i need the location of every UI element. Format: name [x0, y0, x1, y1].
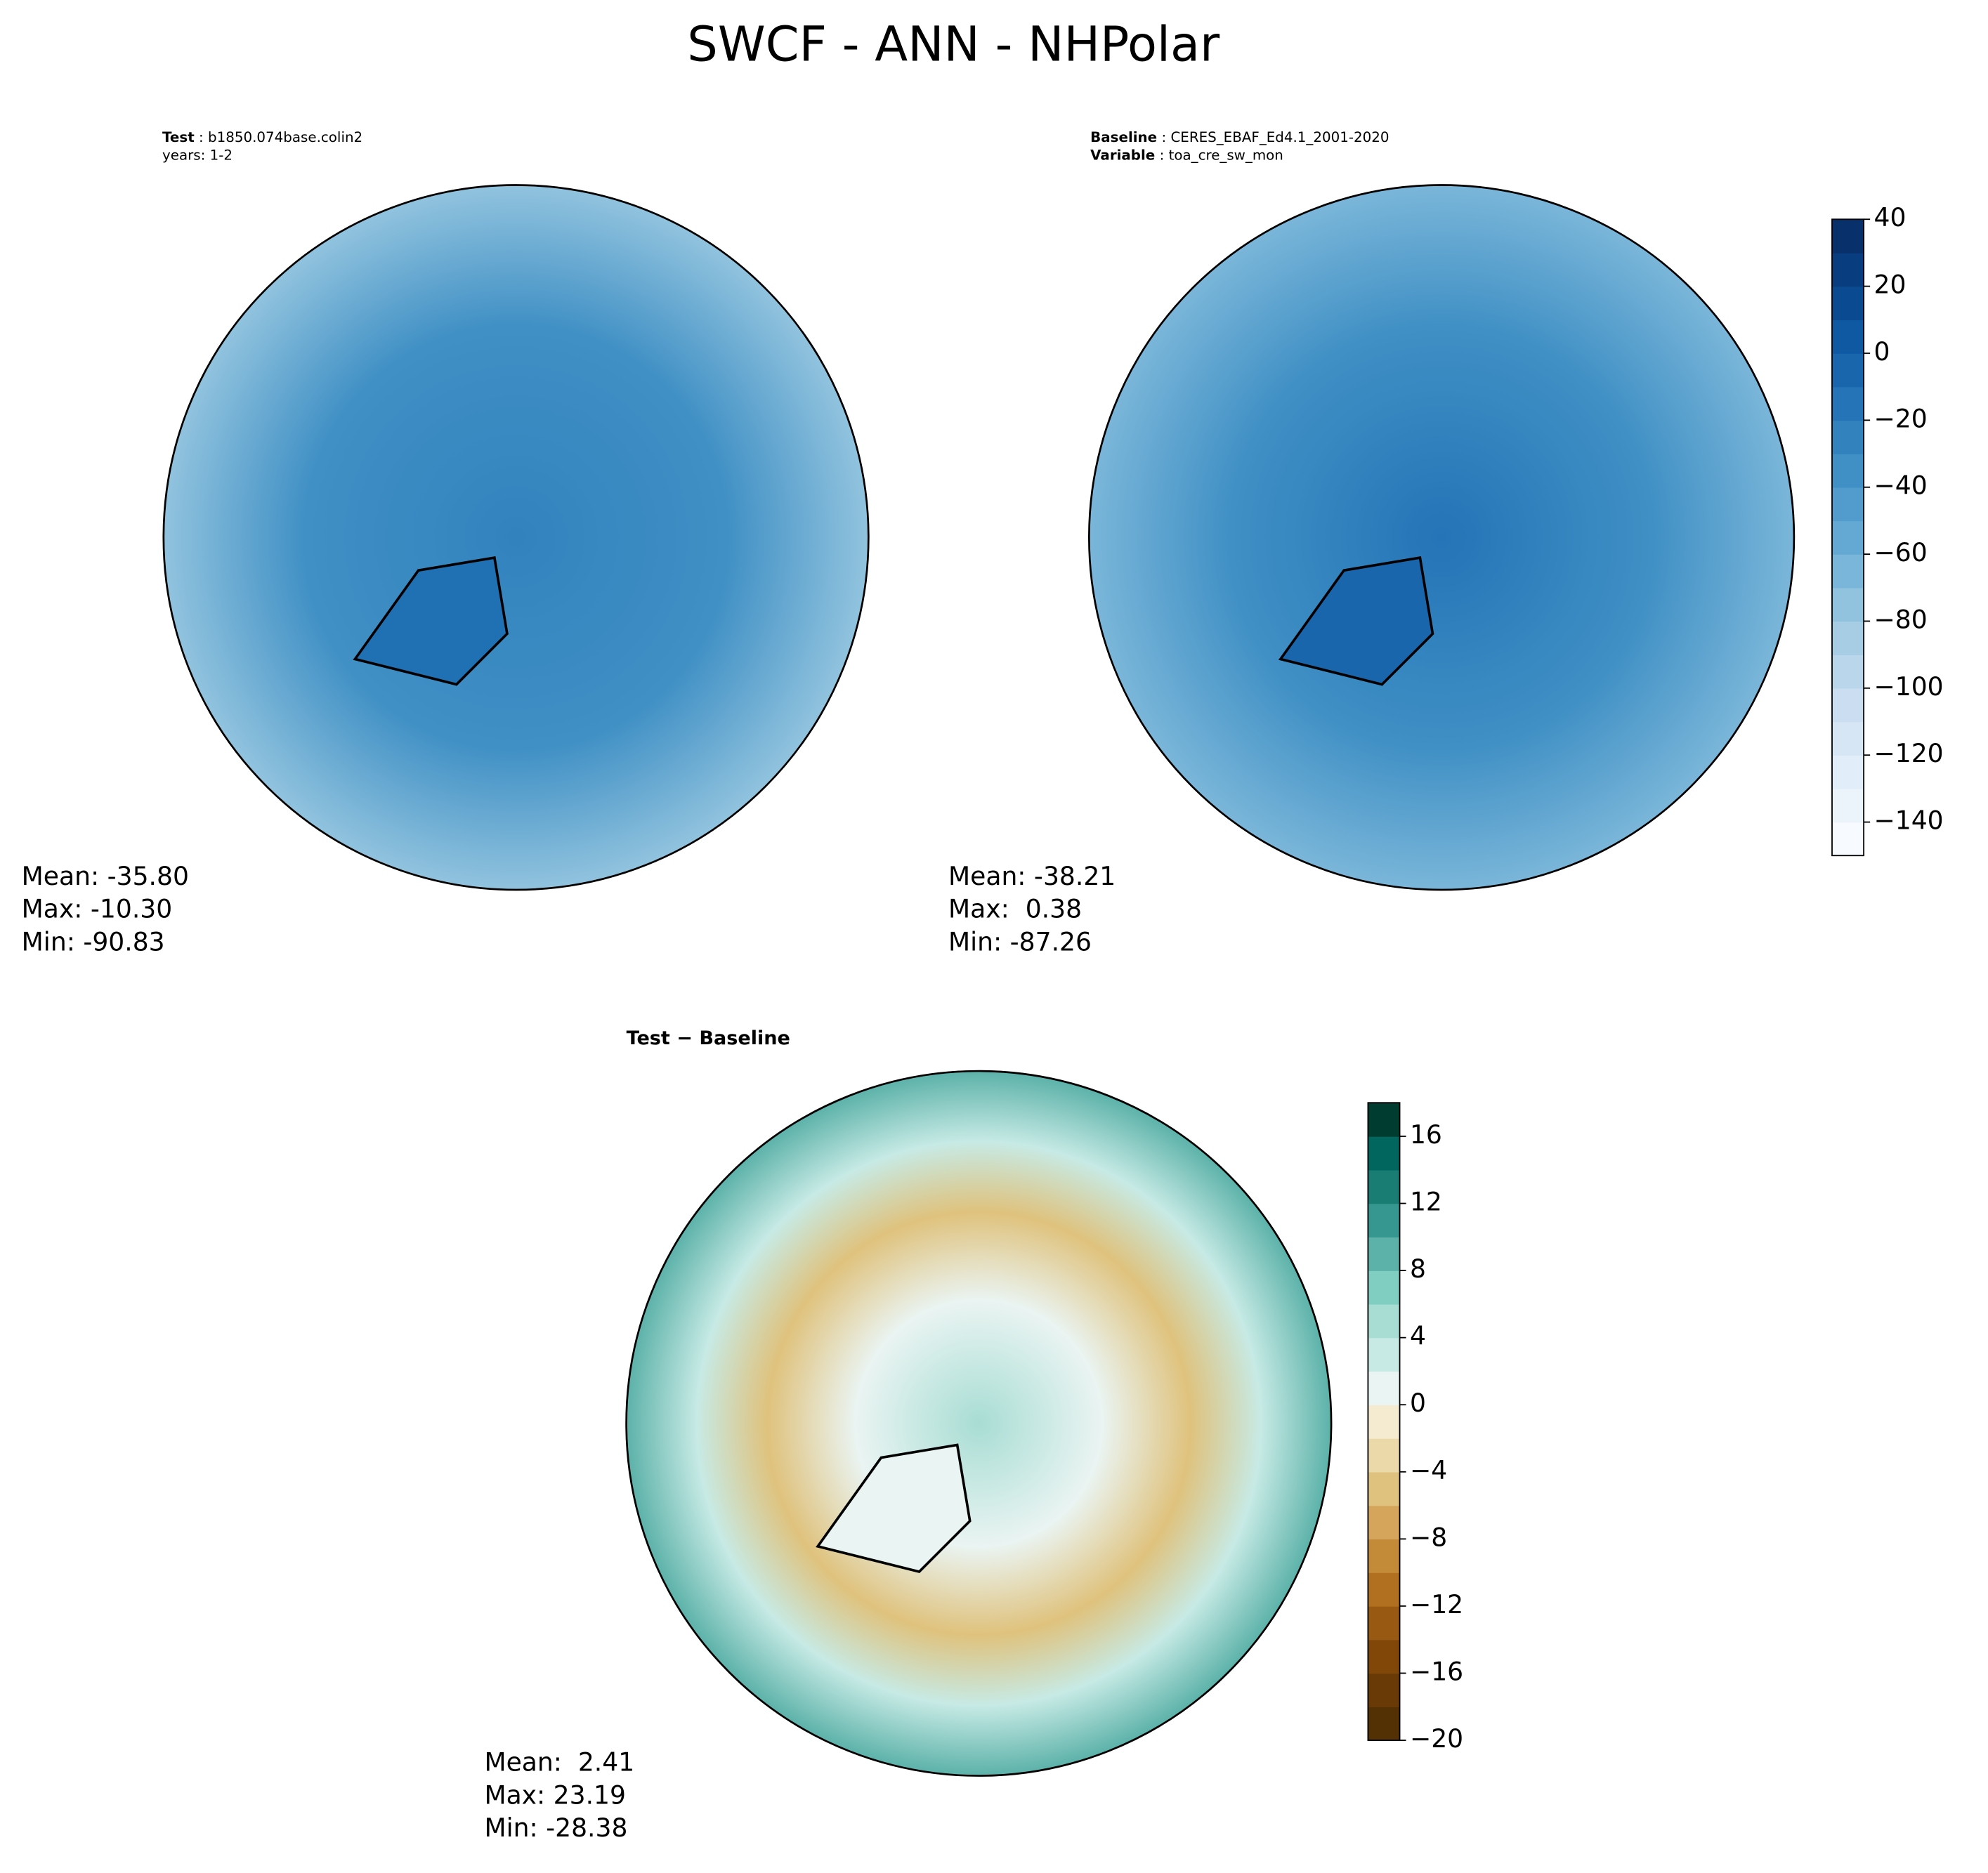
header-value: : toa_cre_sw_mon — [1155, 147, 1283, 163]
colorbar-tick-label: 0 — [1410, 1388, 1426, 1418]
colorbar-band — [1368, 1237, 1400, 1271]
coastline — [353, 556, 509, 686]
header-key: Variable — [1090, 147, 1155, 163]
colorbar-tick-label: −120 — [1874, 739, 1944, 768]
header-key: Test — [162, 129, 195, 145]
colorbar-tick-label: −12 — [1410, 1590, 1463, 1619]
colorbar-tick-label: 4 — [1410, 1322, 1426, 1351]
colorbar-band — [1368, 1605, 1400, 1641]
colorbar-band — [1831, 320, 1864, 354]
colorbar-tick-label: 0 — [1874, 337, 1890, 367]
stat: Min: -87.26 — [948, 928, 1092, 957]
colorbar-band — [1368, 1169, 1400, 1204]
colorbar-tick-label: −4 — [1410, 1456, 1447, 1485]
figure-title: SWCF - ANN - NHPolar — [687, 17, 1220, 73]
colorbar-band — [1831, 386, 1864, 421]
stat: Max: 23.19 — [484, 1780, 626, 1810]
header-value: : CERES_EBAF_Ed4.1_2001-2020 — [1157, 129, 1389, 145]
colorbar-band — [1831, 286, 1864, 321]
colorbar-band — [1368, 1572, 1400, 1607]
colorbar-tick-label: −16 — [1410, 1657, 1463, 1686]
colorbar-band — [1368, 1270, 1400, 1305]
colorbar-tick-label: 20 — [1874, 270, 1907, 300]
colorbar-band — [1831, 353, 1864, 388]
colorbar-band — [1368, 1405, 1400, 1439]
colorbar-band — [1368, 1136, 1400, 1171]
stat: Min: -90.83 — [22, 928, 165, 957]
colorbar-tick-label: −40 — [1874, 471, 1928, 501]
colorbar-band — [1831, 788, 1864, 823]
colorbar-tick-label: −20 — [1874, 404, 1928, 433]
panel-header: Variable : toa_cre_sw_mon — [1090, 147, 1283, 163]
colorbar-band — [1831, 822, 1864, 856]
colorbar-tick-label: 8 — [1410, 1254, 1426, 1284]
colorbar-band — [1368, 1539, 1400, 1573]
panel-header: Baseline : CERES_EBAF_Ed4.1_2001-2020 — [1090, 129, 1389, 145]
colorbar-band — [1831, 520, 1864, 555]
colorbar-tick-label: 12 — [1410, 1188, 1442, 1217]
colorbar-tick-label: −100 — [1874, 672, 1944, 702]
stat: Mean: 2.41 — [484, 1747, 634, 1777]
colorbar-band — [1831, 554, 1864, 589]
stat: Max: -10.30 — [22, 895, 173, 924]
coastline — [1278, 556, 1434, 686]
panel-header: Test − Baseline — [627, 1027, 790, 1049]
header-key: Test − Baseline — [627, 1027, 790, 1049]
colorbar-band — [1831, 721, 1864, 756]
stat: Min: -28.38 — [484, 1813, 627, 1843]
panel-header: years: 1-2 — [162, 147, 233, 163]
colorbar-band — [1831, 487, 1864, 522]
colorbar-frame — [1367, 1102, 1401, 1741]
colorbar-band — [1368, 1103, 1400, 1137]
colorbar-band — [1831, 621, 1864, 655]
colorbar-band — [1368, 1673, 1400, 1707]
colorbar-band — [1368, 1471, 1400, 1506]
colorbar-frame — [1831, 218, 1865, 857]
header-key: Baseline — [1090, 129, 1157, 145]
map-test — [162, 184, 870, 891]
colorbar-band — [1831, 655, 1864, 689]
colorbar-tick-label: −80 — [1874, 605, 1928, 634]
colorbar-band — [1368, 1337, 1400, 1372]
colorbar-tick-label: −140 — [1874, 806, 1944, 836]
colorbar-band — [1368, 1505, 1400, 1540]
panel-header: Test : b1850.074base.colin2 — [162, 129, 362, 145]
colorbar-band — [1368, 1639, 1400, 1674]
map-difference — [625, 1070, 1333, 1777]
colorbar-band — [1831, 688, 1864, 723]
colorbar-band — [1368, 1303, 1400, 1339]
colorbar-band — [1831, 219, 1864, 254]
stat: Mean: -35.80 — [22, 862, 189, 891]
stat: Max: 0.38 — [948, 895, 1082, 924]
colorbar-tick-label: −60 — [1874, 538, 1928, 567]
colorbar-tick-label: −20 — [1410, 1724, 1463, 1754]
map-baseline — [1088, 184, 1796, 891]
colorbar-band — [1831, 587, 1864, 622]
stat: Mean: -38.21 — [948, 862, 1116, 891]
colorbar-band — [1368, 1707, 1400, 1741]
colorbar-band — [1831, 252, 1864, 287]
colorbar-band — [1831, 755, 1864, 789]
colorbar-band — [1831, 454, 1864, 488]
colorbar-tick-label: 40 — [1874, 203, 1907, 232]
colorbar-band — [1368, 1203, 1400, 1238]
colorbar-band — [1368, 1371, 1400, 1405]
colorbar-tick-label: 16 — [1410, 1120, 1442, 1150]
header-value: years: 1-2 — [162, 147, 233, 163]
header-value: : b1850.074base.colin2 — [195, 129, 362, 145]
coastline — [816, 1443, 972, 1573]
colorbar-tick-label: −8 — [1410, 1523, 1447, 1552]
colorbar-band — [1831, 420, 1864, 454]
colorbar-band — [1368, 1438, 1400, 1473]
